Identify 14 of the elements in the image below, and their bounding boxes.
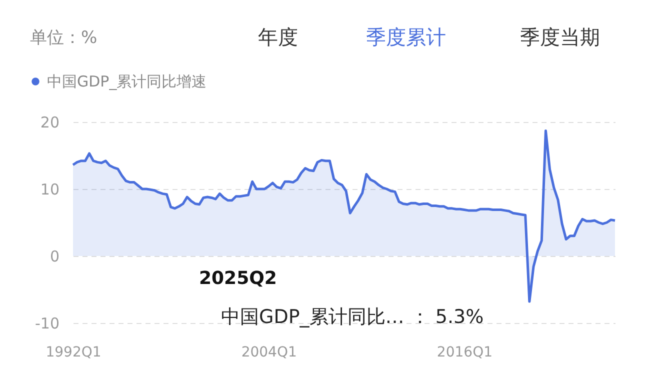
x-tick-label: 2004Q1 [241, 344, 297, 360]
legend-label: 中国GDP_累计同比增速 [47, 72, 207, 90]
y-tick-label: 0 [50, 248, 60, 266]
text: 季度累计 [366, 25, 446, 49]
text: 季度当期 [520, 25, 600, 49]
annotation: 中国GDP_累计同比… ： 5.3% [221, 306, 484, 328]
annotation: 2025Q2 [199, 268, 277, 289]
x-tick-label: 1992Q1 [46, 344, 102, 360]
text: 年度 [258, 25, 298, 49]
y-tick-label: 10 [40, 180, 60, 198]
x-tick-label: 2016Q1 [436, 344, 492, 360]
text: 单位：% [30, 28, 98, 48]
y-tick-label: 20 [40, 114, 60, 132]
y-tick-label: -10 [35, 314, 60, 332]
